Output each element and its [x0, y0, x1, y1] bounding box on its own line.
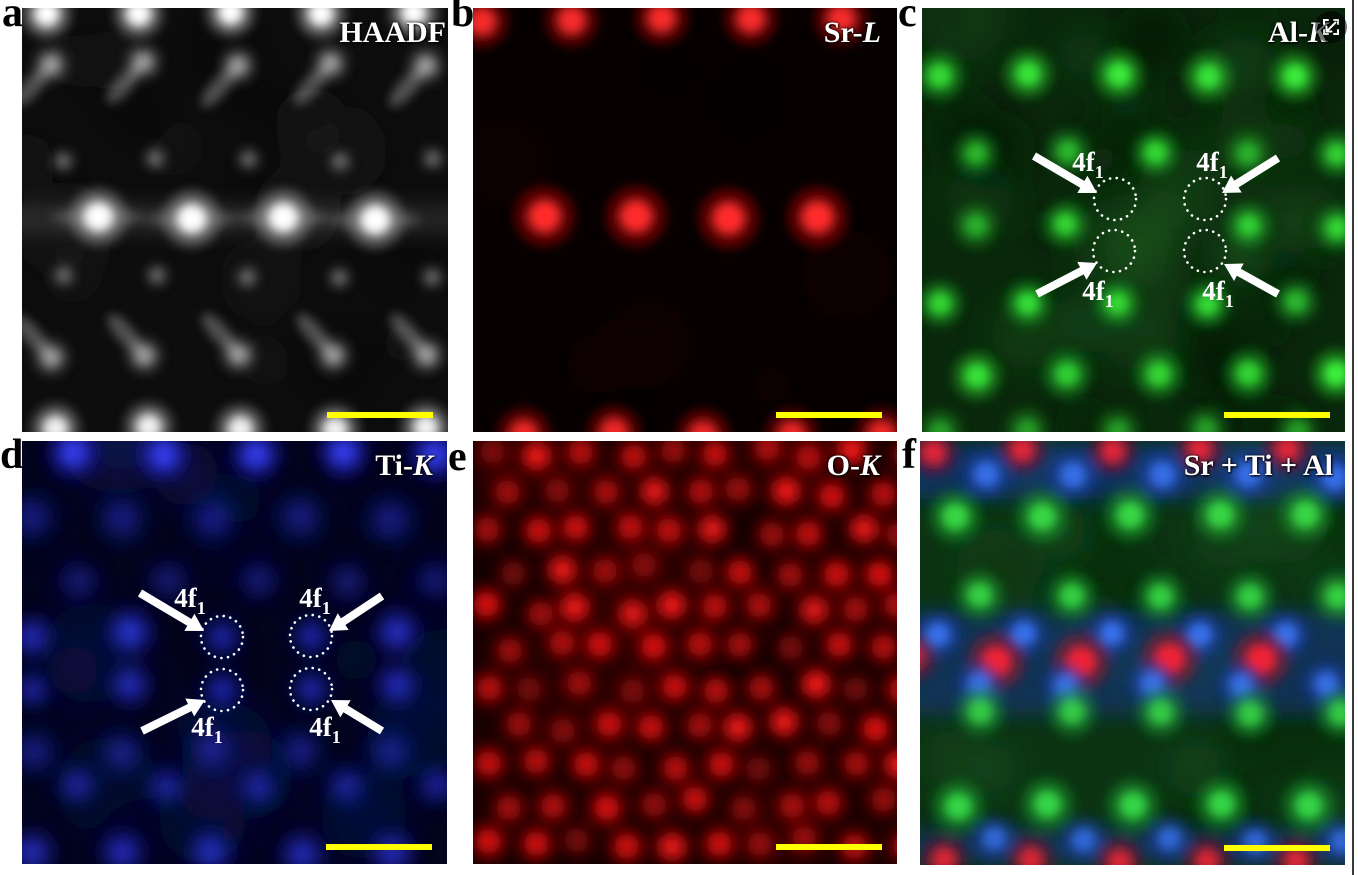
panel-b-title-text: Sr- — [823, 16, 863, 49]
annotation-arrow — [140, 702, 195, 735]
panel-d-title-text: Ti- — [375, 449, 413, 482]
window-edge-line — [1352, 0, 1354, 875]
panel-e-title-italic: K — [859, 449, 880, 482]
vacancy-circle — [288, 666, 334, 712]
panel-a-title-text: HAADF — [339, 16, 446, 49]
panel-d-title: Ti-K — [375, 451, 433, 481]
panel-a-title: HAADF — [339, 18, 446, 48]
panel-label-b: b — [451, 0, 475, 36]
annotation-arrow — [1234, 267, 1280, 298]
vacancy-circle — [1091, 228, 1137, 274]
panel-f-micrograph — [920, 441, 1345, 865]
panel-e-title-text: O- — [826, 449, 860, 482]
panel-d-title-italic: K — [412, 449, 433, 482]
panel-label-c: c — [898, 0, 917, 36]
annotation-arrow — [340, 703, 385, 735]
scale-bar-a — [327, 412, 433, 418]
scale-bar-e — [776, 844, 882, 850]
panel-a-micrograph — [22, 8, 448, 432]
panel-f-title-text: Sr + Ti + Al — [1183, 449, 1333, 482]
panel-e-micrograph — [473, 441, 897, 864]
panel-e-title: O-K — [827, 451, 880, 481]
expand-image-icon[interactable] — [1314, 10, 1348, 44]
annotation-arrow — [137, 589, 195, 628]
panel-b-title: Sr-L — [824, 18, 881, 48]
scale-bar-b — [776, 412, 882, 418]
vacancy-circle — [199, 614, 245, 660]
scale-bar-d — [326, 844, 432, 850]
panel-f-title: Sr + Ti + Al — [1184, 451, 1333, 481]
vacancy-circle — [199, 667, 245, 713]
vacancy-circle — [288, 613, 334, 659]
panel-label-f: f — [902, 432, 916, 478]
panel-label-e: e — [448, 434, 467, 480]
panel-c-title-text: Al- — [1267, 16, 1308, 49]
annotation-arrow — [1035, 265, 1087, 298]
panel-c-micrograph: 4f1 4f1 4f1 4f1 — [922, 8, 1345, 432]
panel-label-a: a — [2, 0, 23, 36]
vacancy-circle — [1182, 228, 1228, 274]
annotation-arrow — [338, 592, 385, 627]
panel-label-d: d — [0, 432, 24, 478]
panel-d-micrograph: 4f1 4f1 4f1 4f1 — [22, 441, 447, 864]
annotation-arrow — [1031, 152, 1087, 190]
panel-b-title-italic: L — [862, 16, 881, 49]
annotation-arrow — [1231, 154, 1281, 189]
vacancy-circle — [1092, 176, 1138, 222]
scale-bar-c — [1224, 412, 1330, 418]
panel-b-micrograph — [473, 8, 897, 432]
scale-bar-f — [1224, 845, 1330, 851]
vacancy-circle — [1182, 176, 1228, 222]
